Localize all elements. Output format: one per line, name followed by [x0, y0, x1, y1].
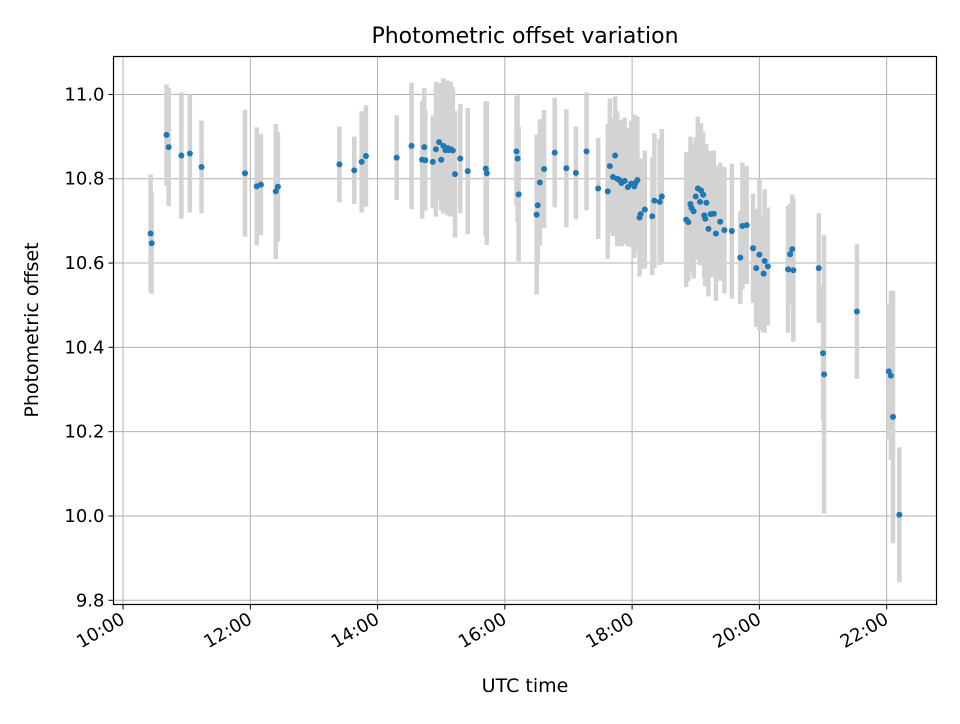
data-point [700, 191, 707, 198]
data-point [721, 227, 728, 234]
data-point [186, 150, 193, 157]
y-tick-label: 11.0 [64, 84, 104, 105]
data-point [658, 193, 665, 200]
data-point [421, 144, 428, 151]
data-point [612, 152, 619, 159]
data-point [641, 206, 648, 213]
data-point [702, 215, 709, 222]
data-point [541, 166, 548, 173]
data-point [692, 193, 699, 200]
data-point [464, 168, 471, 175]
data-point [790, 267, 797, 274]
data-point [595, 185, 602, 192]
y-tick-label: 10.0 [64, 506, 104, 527]
data-point [163, 131, 170, 138]
y-axis-ticks: 9.8 10.0 10.2 10.4 10.6 10.8 11.0 [64, 84, 114, 611]
data-point [821, 371, 828, 378]
data-point [785, 266, 792, 273]
data-point [148, 240, 155, 247]
data-point [449, 147, 456, 154]
data-point [178, 152, 185, 159]
data-point [887, 372, 894, 379]
data-point [165, 144, 172, 151]
data-point [274, 183, 281, 190]
data-point [703, 199, 710, 206]
data-point [457, 155, 464, 162]
data-point [604, 188, 611, 195]
data-point [712, 230, 719, 237]
data-point [789, 246, 796, 253]
data-point [621, 177, 628, 184]
y-tick-label: 10.2 [64, 422, 104, 443]
data-point [737, 254, 744, 261]
data-point [743, 222, 750, 229]
data-point [690, 208, 697, 215]
data-point [514, 155, 521, 162]
data-point [753, 265, 760, 272]
data-point [649, 213, 656, 220]
data-point [820, 350, 827, 357]
data-point [815, 265, 822, 272]
data-point [336, 161, 343, 168]
data-point [513, 148, 520, 155]
data-point [272, 188, 279, 195]
data-point [656, 198, 663, 205]
data-point [432, 146, 439, 153]
data-point [393, 154, 400, 161]
data-point [257, 181, 264, 188]
data-point [750, 245, 757, 252]
data-point [637, 211, 644, 218]
plot-area-frame [112, 55, 938, 606]
data-point [147, 230, 154, 237]
y-tick-label: 10.6 [64, 253, 104, 274]
data-point [890, 413, 897, 420]
data-point [483, 170, 490, 177]
data-point [242, 170, 249, 177]
data-point [787, 251, 794, 258]
data-point [896, 511, 903, 518]
data-point [696, 198, 703, 205]
data-point [756, 251, 763, 258]
data-point [358, 158, 365, 165]
data-point [362, 152, 369, 159]
data-point [606, 163, 613, 170]
data-point [685, 219, 692, 226]
data-point [717, 218, 724, 225]
data-point [761, 257, 768, 264]
y-tick-label: 10.4 [64, 337, 104, 358]
data-point [533, 211, 540, 218]
data-point [534, 202, 541, 209]
data-point [705, 225, 712, 232]
data-point [710, 210, 717, 217]
data-point [515, 191, 522, 198]
data-point [408, 142, 415, 149]
data-point [651, 197, 658, 204]
x-axis-label: UTC time [482, 675, 569, 697]
data-point [438, 156, 445, 163]
data-point [482, 165, 489, 172]
data-point [728, 228, 735, 235]
y-axis-label: Photometric offset [21, 242, 43, 417]
data-point [351, 167, 358, 174]
data-points [147, 131, 903, 518]
data-point [760, 270, 767, 277]
y-tick-label: 9.8 [76, 590, 105, 611]
y-tick-label: 10.8 [64, 169, 104, 190]
data-point [536, 179, 543, 186]
data-point [634, 177, 641, 184]
data-point [551, 149, 558, 156]
data-point [563, 165, 570, 172]
data-point [429, 158, 436, 165]
data-point [764, 263, 771, 270]
data-point [583, 148, 590, 155]
data-point [198, 163, 205, 170]
data-point [853, 308, 860, 315]
data-point [452, 171, 459, 178]
data-point [572, 169, 579, 176]
data-point [436, 139, 443, 146]
chart-title: Photometric offset variation [371, 24, 678, 49]
data-point [422, 157, 429, 164]
